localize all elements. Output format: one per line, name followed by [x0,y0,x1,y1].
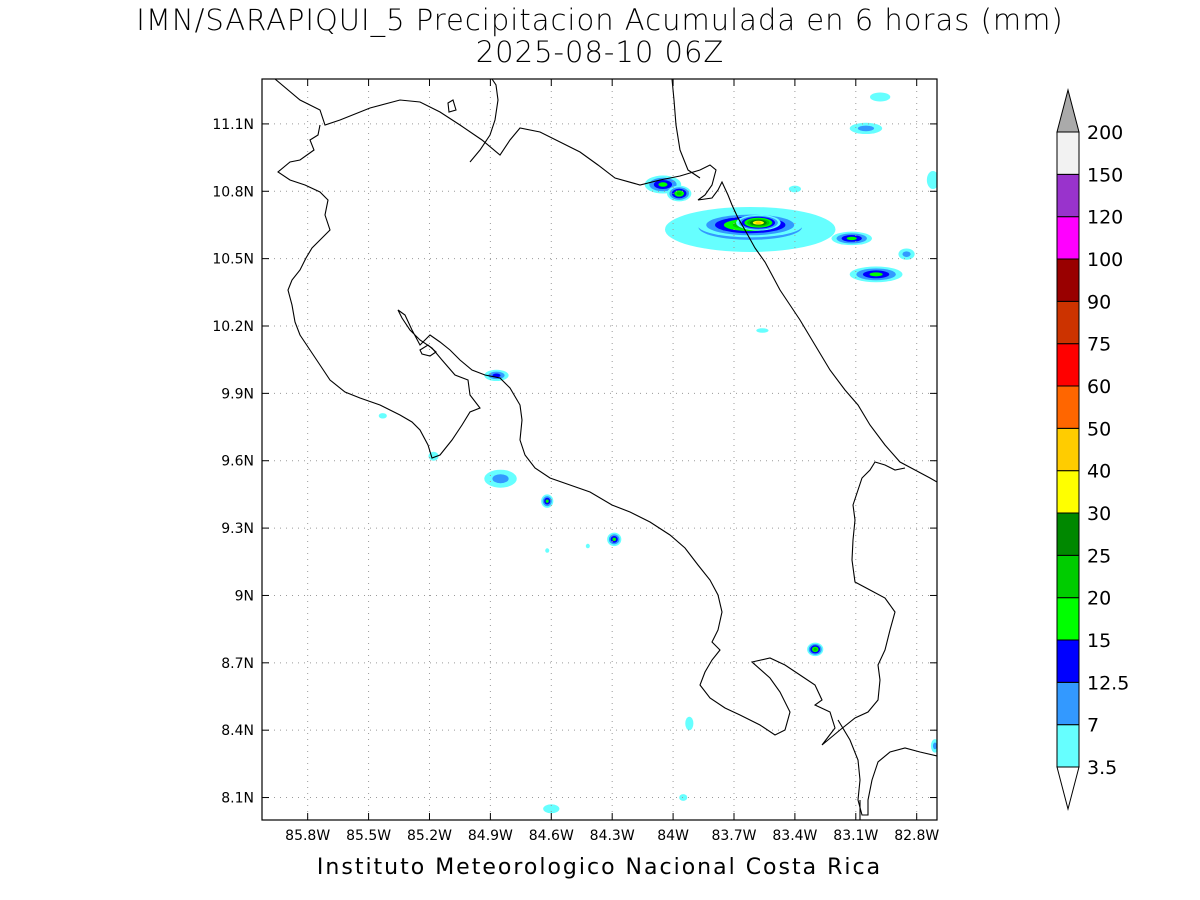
precip-cell-24-level-0 [545,548,550,553]
lon-tick-label: 85.5W [346,828,391,844]
lat-tick-label: 8.1N [221,791,254,807]
lat-tick-label: 9.6N [221,454,254,470]
footer-credit: Instituto Meteorologico Nacional Costa R… [316,855,883,880]
lon-tick-label: 84W [657,828,689,844]
colorbar-swatch [1056,470,1080,514]
precip-cell-8-level-1 [902,251,911,257]
lat-tick-label: 10.2N [212,319,254,335]
map-title: IMN/SARAPIQUI_5 Precipitacion Acumulada … [136,3,1064,37]
colorbar-swatch [1056,173,1080,218]
precip-cell-16-level-4 [813,647,817,651]
colorbar-swatch [1056,554,1080,599]
colorbar-high-end [1056,88,1080,133]
lat-tick-label: 10.5N [212,252,254,268]
latitude-tick-labels: 8.1N 8.4N 8.7N 9N 9.3N 9.6N 9.9N 10.2N 10.5N 10.8… [212,117,937,807]
colorbar-swatch [1056,343,1080,387]
precip-cell-13-level-1 [492,474,509,484]
lon-tick-label: 83.1W [833,828,878,844]
precip-cell-9-level-0 [788,185,801,193]
colorbar-swatch [1056,639,1080,683]
colorbar-label: 200 [1087,122,1123,144]
lon-tick-label: 83.7W [711,828,756,844]
precip-cell-7-level-3 [869,272,883,277]
colorbar-label: 75 [1087,334,1111,356]
colorbar-swatch [1056,258,1080,302]
colorbar-label: 25 [1087,545,1111,567]
precip-cell-5-level-7 [755,221,762,225]
lat-tick-label: 9.9N [221,386,254,402]
precip-cell-6-level-3 [846,236,857,241]
colorbar-label: 90 [1087,291,1111,313]
lat-tick-label: 8.7N [221,656,254,672]
colorbar-label: 60 [1087,376,1111,398]
colorbar-swatch [1056,300,1080,345]
lat-lon-grid [262,79,937,820]
colorbar-label: 150 [1087,164,1123,186]
colorbar-low-end [1056,766,1080,811]
colorbar-swatch [1056,724,1080,768]
colorbar-label: 3.5 [1087,757,1117,779]
coastline-borders [274,79,937,820]
colorbar-label: 40 [1087,461,1111,483]
precip-cell-22-level-1 [932,742,937,750]
colorbar-swatch [1056,427,1080,472]
precip-cell-1-level-4 [676,191,682,196]
lat-tick-label: 9.3N [221,521,254,537]
precip-cell-17-level-0 [543,804,560,814]
precip-cell-18-level-0 [679,794,688,801]
colorbar-swatch [1056,681,1080,726]
colorbar-swatch [1056,131,1080,175]
precipitation-field [378,92,937,814]
colorbar-swatch [1056,597,1080,641]
lon-tick-label: 82.8W [894,828,939,844]
colorbar-label: 15 [1087,630,1111,652]
lon-tick-label: 84.9W [468,828,513,844]
lon-tick-label: 84.6W [529,828,574,844]
lon-tick-label: 85.8W [285,828,330,844]
colorbar-label: 100 [1087,249,1123,271]
colorbar-label: 30 [1087,503,1111,525]
colorbar-label: 120 [1087,207,1123,229]
colorbar-swatch [1056,512,1080,556]
colorbar-swatch [1056,385,1080,429]
precip-cell-15-level-3 [612,537,616,542]
colorbar-label: 50 [1087,418,1111,440]
lon-tick-label: 83.4W [772,828,817,844]
precip-cell-10-level-1 [857,125,875,132]
plot-frame [261,78,938,821]
lat-tick-label: 8.4N [221,723,254,739]
colorbar-legend: 3.5 7 12.5 15 20 25 30 40 50 60 75 90 100 120 150 200 [1056,88,1129,811]
colorbar-label: 20 [1087,588,1111,610]
precip-cell-21-level-0 [926,171,937,190]
lat-tick-label: 9N [235,588,254,604]
precip-cell-23-level-0 [756,328,769,333]
lon-tick-label: 85.2W [407,828,452,844]
lon-tick-label: 84.3W [590,828,635,844]
precip-cell-11-level-0 [870,92,891,102]
precip-cell-25-level-0 [585,543,590,549]
precip-cell-0-level-3 [658,182,668,187]
precip-cell-14-level-3 [545,499,549,503]
colorbar-swatch [1056,216,1080,260]
colorbar-label: 7 [1087,715,1099,737]
colorbar-label: 12.5 [1087,672,1129,694]
longitude-tick-labels: 85.8W 85.5W 85.2W 84.9W 84.6W 84.3W 84W 83.7W 83… [285,79,939,844]
lat-tick-label: 11.1N [212,117,254,133]
lat-tick-label: 10.8N [212,184,254,200]
map-valid-time: 2025-08-10 06Z [475,35,725,69]
precip-cell-26-level-0 [685,716,694,731]
precip-cell-20-level-0 [378,413,387,419]
